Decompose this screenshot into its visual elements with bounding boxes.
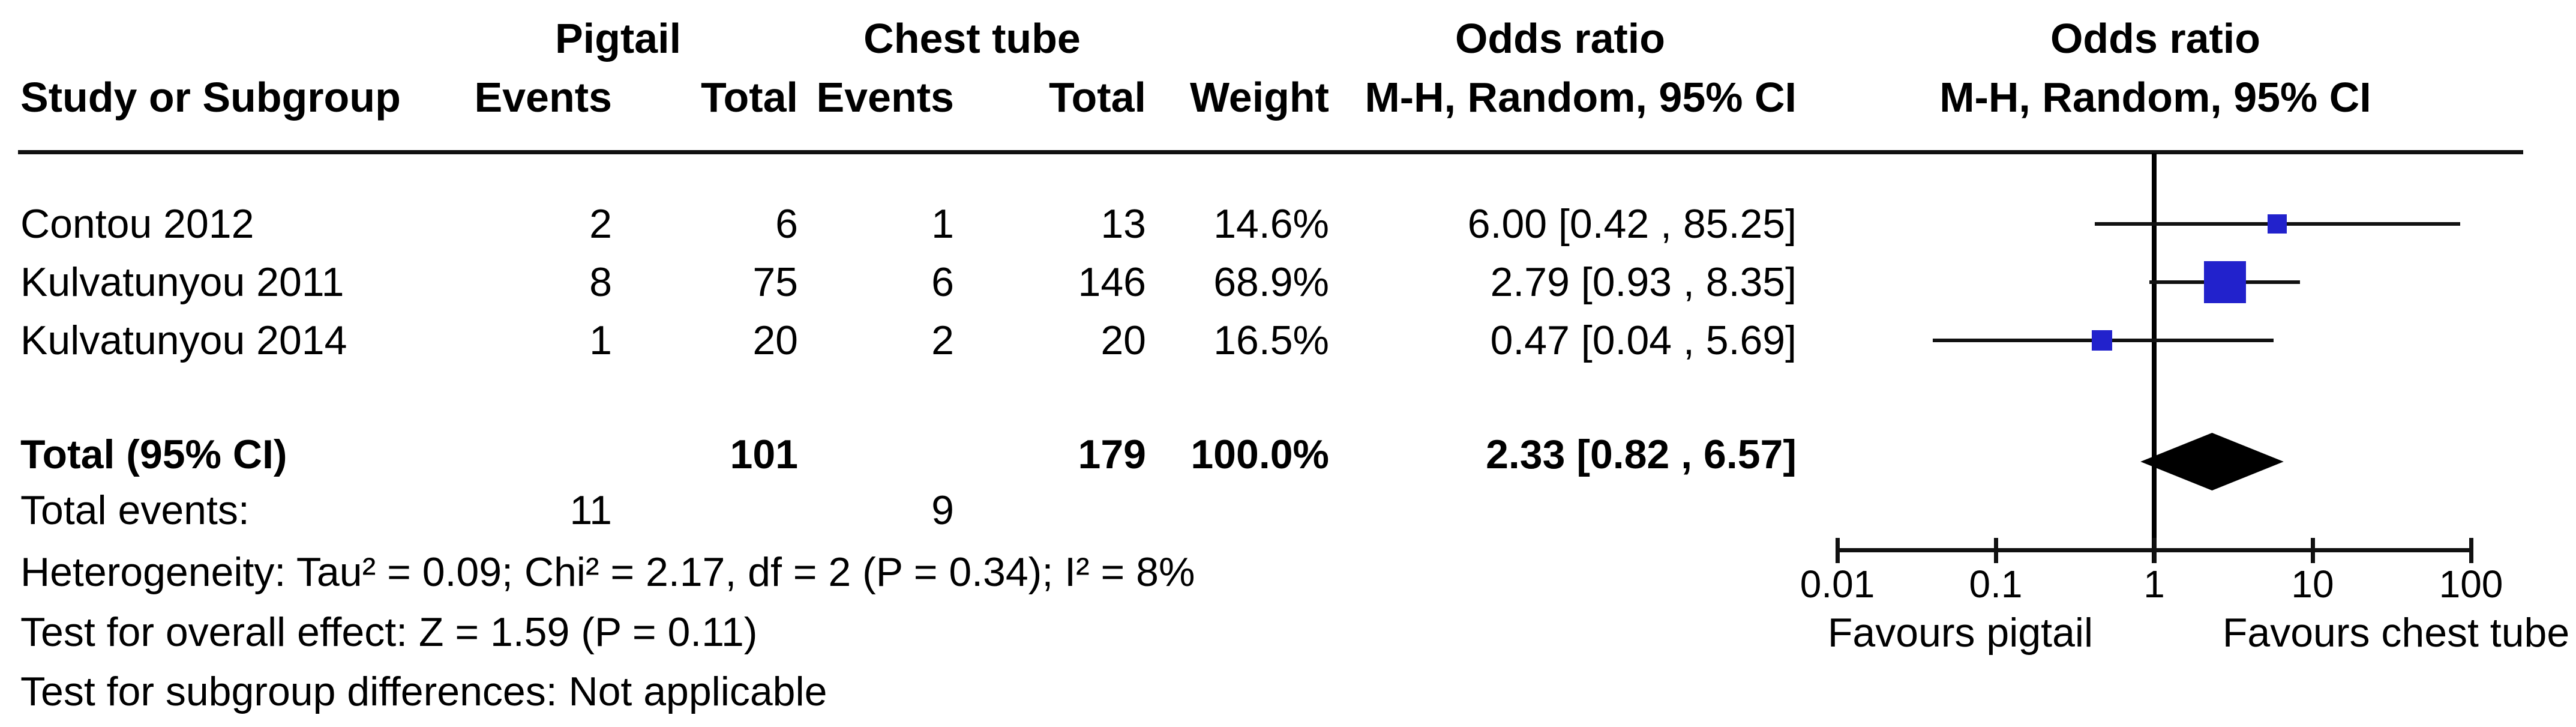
x-tick-label: 100 <box>2439 563 2503 606</box>
weight-cell: 16.5% <box>1213 318 1329 363</box>
chest-total-cell: 13 <box>1100 201 1146 247</box>
favours-right-label: Favours chest tube <box>2222 610 2570 656</box>
chest-events-cell: 6 <box>931 259 954 305</box>
study-name: Kulvatunyou 2014 <box>20 318 347 363</box>
subgroup-differences-note: Test for subgroup differences: Not appli… <box>20 669 827 714</box>
or-ci-cell: 2.79 [0.93 , 8.35] <box>1490 259 1797 305</box>
pigtail-events-cell: 2 <box>589 201 612 247</box>
x-tick-label: 10 <box>2291 563 2334 606</box>
summary-diamond <box>2140 433 2284 490</box>
chest-events-cell: 2 <box>931 318 954 363</box>
study-name: Kulvatunyou 2011 <box>20 259 344 305</box>
total-events-pigtail-cell: 11 <box>569 487 612 533</box>
effect-square <box>2268 214 2287 234</box>
column-group-header: Chest tube <box>863 15 1081 62</box>
heterogeneity-note: Heterogeneity: Tau² = 0.09; Chi² = 2.17,… <box>20 549 1195 595</box>
x-tick-label: 1 <box>2143 563 2165 606</box>
chest-total-cell: 20 <box>1100 318 1146 363</box>
x-axis-tick <box>2310 538 2315 563</box>
or-ci-cell: 6.00 [0.42 , 85.25] <box>1467 201 1797 247</box>
null-line <box>2152 153 2157 563</box>
favours-left-label: Favours pigtail <box>1827 610 2094 656</box>
pigtail-total-cell: 75 <box>752 259 798 305</box>
col-header-events-pigtail: Events <box>474 74 612 121</box>
total-events-chest-cell: 9 <box>931 487 954 533</box>
col-header-weight: Weight <box>1189 74 1329 121</box>
total-chest-cell: 179 <box>1078 432 1146 477</box>
total-weight-cell: 100.0% <box>1190 432 1329 477</box>
column-group-header: Odds ratio <box>2050 15 2261 62</box>
x-axis-tick <box>2469 538 2473 563</box>
pigtail-total-cell: 6 <box>775 201 798 247</box>
pigtail-total-cell: 20 <box>752 318 798 363</box>
header-rule <box>18 150 2523 154</box>
col-header-study: Study or Subgroup <box>20 74 401 121</box>
effect-square <box>2092 330 2113 351</box>
x-tick-label: 0.1 <box>1969 563 2023 606</box>
pigtail-events-cell: 8 <box>589 259 612 305</box>
column-group-header: Pigtail <box>554 15 682 62</box>
x-axis-tick <box>2152 538 2157 563</box>
col-header-mh-left: M-H, Random, 95% CI <box>1365 74 1797 121</box>
weight-cell: 68.9% <box>1213 259 1329 305</box>
col-header-events-chest: Events <box>816 74 954 121</box>
total-or-ci-cell: 2.33 [0.82 , 6.57] <box>1486 432 1797 477</box>
chest-events-cell: 1 <box>931 201 954 247</box>
effect-square <box>2203 261 2246 303</box>
col-header-total-pigtail: Total <box>700 74 798 121</box>
weight-cell: 14.6% <box>1213 201 1329 247</box>
or-ci-cell: 0.47 [0.04 , 5.69] <box>1490 318 1797 363</box>
total-events-label: Total events: <box>20 487 250 533</box>
col-header-total-chest: Total <box>1048 74 1146 121</box>
chest-total-cell: 146 <box>1078 259 1146 305</box>
total-pigtail-cell: 101 <box>730 432 798 477</box>
x-tick-label: 0.01 <box>1800 563 1875 606</box>
x-axis-tick <box>1993 538 1998 563</box>
pigtail-events-cell: 1 <box>589 318 612 363</box>
study-name: Contou 2012 <box>20 201 254 247</box>
x-axis-tick <box>1835 538 1840 563</box>
column-group-header: Odds ratio <box>1455 15 1666 62</box>
col-header-mh-right: M-H, Random, 95% CI <box>1939 74 2371 121</box>
overall-effect-note: Test for overall effect: Z = 1.59 (P = 0… <box>20 609 758 655</box>
total-label: Total (95% CI) <box>20 432 287 477</box>
